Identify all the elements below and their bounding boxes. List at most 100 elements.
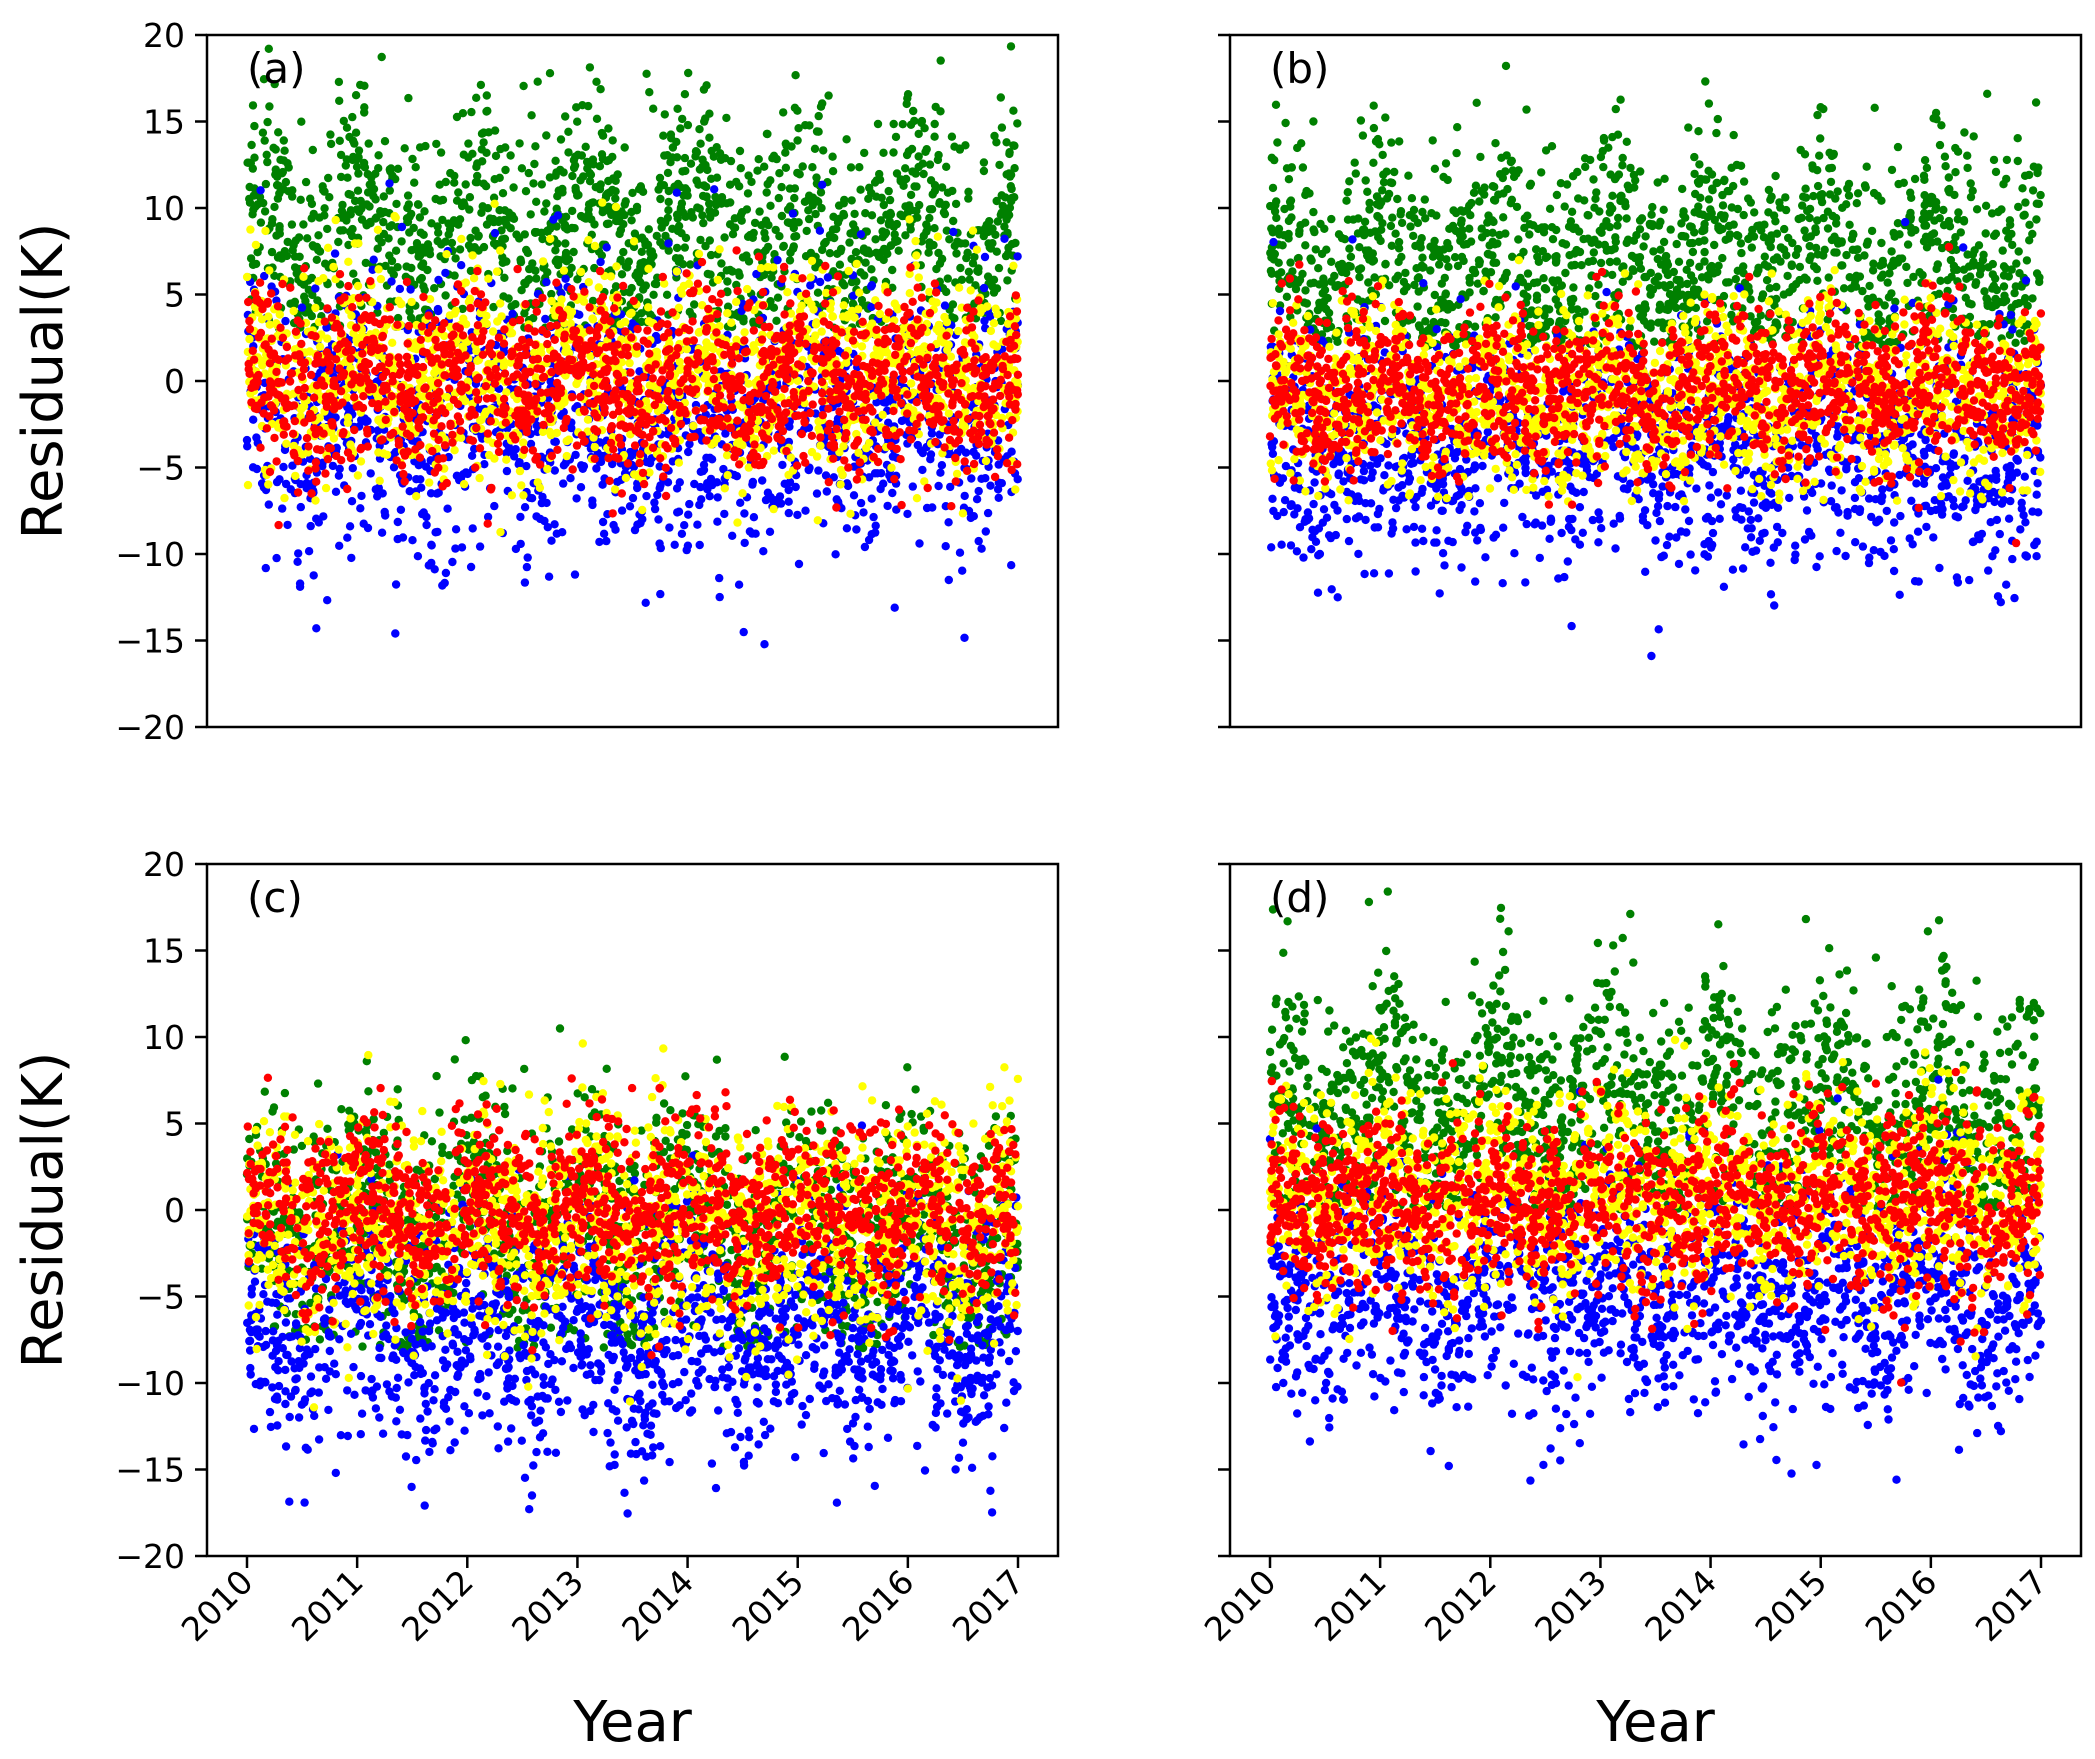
- scatter-point: [379, 192, 388, 201]
- scatter-point: [451, 544, 460, 553]
- scatter-point: [449, 216, 459, 225]
- scatter-point: [686, 159, 696, 168]
- scatter-point: [721, 429, 730, 438]
- scatter-point: [381, 261, 390, 271]
- scatter-point: [855, 288, 864, 297]
- scatter-point: [343, 418, 352, 427]
- scatter-point: [257, 356, 266, 366]
- scatter-point: [273, 181, 282, 190]
- scatter-point: [311, 303, 320, 313]
- scatter-point: [343, 533, 352, 542]
- scatter-point: [506, 358, 515, 367]
- scatter-point: [625, 288, 634, 297]
- scatter-point: [599, 529, 609, 538]
- scatter-point: [627, 333, 636, 342]
- scatter-point: [958, 421, 967, 431]
- scatter-point: [900, 302, 909, 312]
- scatter-point: [545, 173, 555, 182]
- scatter-point: [434, 435, 443, 445]
- scatter-point: [993, 217, 1002, 226]
- scatter-point: [468, 251, 477, 260]
- scatter-point: [323, 224, 332, 234]
- scatter-point: [404, 93, 413, 103]
- scatter-point: [300, 418, 309, 427]
- scatter-point: [426, 489, 436, 498]
- scatter-point: [687, 374, 697, 384]
- scatter-point: [483, 204, 493, 213]
- scatter-point: [867, 265, 876, 274]
- scatter-point: [833, 272, 843, 281]
- scatter-point: [818, 397, 827, 406]
- scatter-point: [687, 208, 696, 217]
- scatter-point: [872, 248, 881, 257]
- scatter-point: [706, 213, 715, 222]
- scatter-point: [520, 578, 530, 587]
- scatter-point: [816, 441, 825, 450]
- scatter-point: [438, 581, 447, 590]
- scatter-point: [374, 164, 383, 173]
- scatter-point: [592, 114, 602, 124]
- scatter-point: [569, 247, 578, 257]
- scatter-point: [972, 495, 982, 504]
- scatter-point: [499, 292, 508, 301]
- scatter-point: [409, 223, 418, 233]
- scatter-point: [571, 186, 580, 195]
- scatter-point: [905, 269, 914, 279]
- scatter-point: [785, 184, 795, 193]
- scatter-point: [508, 309, 517, 318]
- scatter-point: [836, 480, 845, 489]
- scatter-point: [542, 131, 551, 140]
- scatter-point: [807, 256, 817, 266]
- scatter-point: [406, 285, 415, 294]
- scatter-point: [764, 220, 773, 230]
- scatter-point: [367, 173, 376, 182]
- scatter-point: [682, 269, 691, 278]
- scatter-point: [964, 194, 973, 203]
- scatter-point: [348, 112, 357, 122]
- scatter-point: [784, 470, 793, 480]
- scatter-point: [793, 136, 802, 145]
- scatter-point: [878, 348, 887, 357]
- scatter-point: [990, 131, 999, 141]
- scatter-point: [422, 520, 431, 530]
- scatter-point: [391, 580, 401, 589]
- scatter-point: [552, 204, 561, 213]
- scatter-point: [917, 293, 927, 302]
- scatter-point: [690, 300, 699, 309]
- scatter-point: [459, 150, 468, 159]
- scatter-point: [777, 211, 787, 221]
- scatter-point: [1006, 42, 1016, 51]
- scatter-point: [854, 448, 863, 457]
- scatter-point: [376, 207, 385, 216]
- scatter-point: [267, 282, 276, 291]
- scatter-point: [519, 491, 528, 500]
- scatter-point: [289, 441, 299, 451]
- scatter-point: [865, 249, 875, 258]
- scatter-point: [675, 357, 684, 367]
- scatter-point: [680, 521, 689, 530]
- scatter-point: [573, 117, 582, 126]
- scatter-point: [695, 125, 704, 134]
- scatter-point: [888, 488, 897, 498]
- scatter-point: [1012, 330, 1021, 340]
- scatter-point: [587, 198, 596, 208]
- scatter-point: [559, 479, 568, 488]
- scatter-point: [683, 191, 692, 200]
- scatter-point: [356, 457, 366, 466]
- scatter-point: [798, 274, 807, 283]
- scatter-point: [312, 477, 321, 486]
- scatter-point: [915, 539, 924, 548]
- scatter-point: [901, 202, 910, 211]
- scatter-point: [681, 166, 690, 176]
- scatter-point: [561, 112, 570, 121]
- scatter-point: [723, 309, 732, 318]
- scatter-point: [974, 536, 983, 546]
- scatter-point: [498, 235, 507, 244]
- scatter-point: [524, 168, 533, 178]
- scatter-point: [807, 447, 817, 457]
- scatter-point: [604, 454, 613, 463]
- scatter-point: [551, 246, 560, 255]
- scatter-point: [775, 232, 784, 241]
- scatter-point: [908, 482, 917, 491]
- scatter-point: [484, 128, 493, 137]
